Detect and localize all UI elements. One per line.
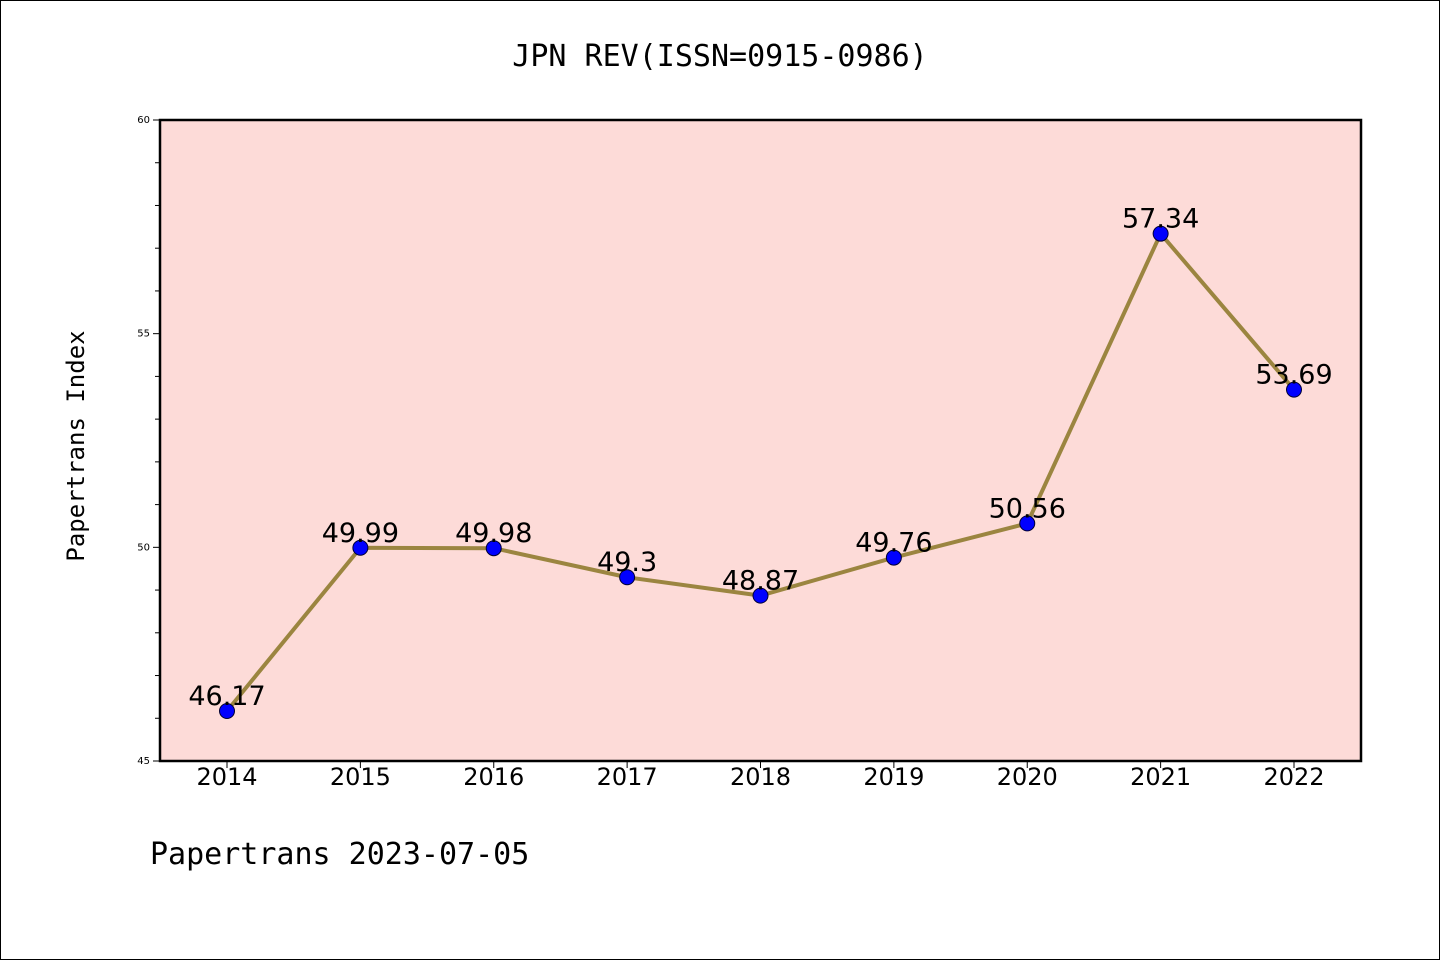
x-tick-label: 2019 — [863, 763, 924, 791]
data-label: 48.87 — [722, 566, 799, 597]
data-label: 49.99 — [322, 518, 399, 549]
data-point — [885, 549, 902, 566]
data-label: 57.34 — [1122, 204, 1199, 235]
data-point — [1152, 225, 1169, 242]
y-tick-label: 55 — [137, 329, 150, 340]
data-point — [752, 587, 769, 604]
data-label: 49.76 — [855, 528, 932, 559]
x-tick-label: 2015 — [330, 763, 391, 791]
data-label: 50.56 — [989, 493, 1066, 524]
y-tick-label: 45 — [137, 756, 150, 767]
data-label: 49.98 — [455, 518, 532, 549]
data-label: 46.17 — [188, 681, 265, 712]
plot-border — [158, 118, 1363, 763]
y-axis-label: Papertrans Index — [62, 330, 90, 561]
footer-text: Papertrans 2023-07-05 — [150, 837, 529, 872]
data-point — [1286, 381, 1302, 398]
data-point — [1019, 515, 1036, 532]
data-point — [219, 703, 235, 720]
x-tick-label: 2014 — [196, 763, 257, 791]
x-tick-label: 2021 — [1130, 763, 1191, 791]
y-tick-label: 50 — [137, 542, 150, 553]
x-tick-label: 2016 — [463, 763, 524, 791]
series: 46.17 49.99 49.98 49.3 48.87 49.76 50.56 57.34 5… — [188, 204, 1333, 720]
data-label: 49.3 — [597, 547, 657, 578]
data-label: 53.69 — [1255, 360, 1332, 391]
x-tick-label: 2018 — [730, 763, 791, 791]
x-tick-label: 2017 — [597, 763, 658, 791]
x-tick-label: 2020 — [997, 763, 1058, 791]
x-tick-label: 2022 — [1263, 763, 1324, 791]
chart-title: JPN REV(ISSN=0915-0986) — [512, 39, 927, 74]
y-tick-label: 60 — [137, 115, 150, 126]
x-axis: 2014 2015 2016 2017 2018 2019 2020 2021 2022 — [196, 761, 1325, 791]
y-axis: 45 50 55 60 — [137, 115, 160, 767]
data-point — [485, 540, 502, 557]
data-point — [619, 569, 636, 586]
data-point — [352, 539, 369, 556]
